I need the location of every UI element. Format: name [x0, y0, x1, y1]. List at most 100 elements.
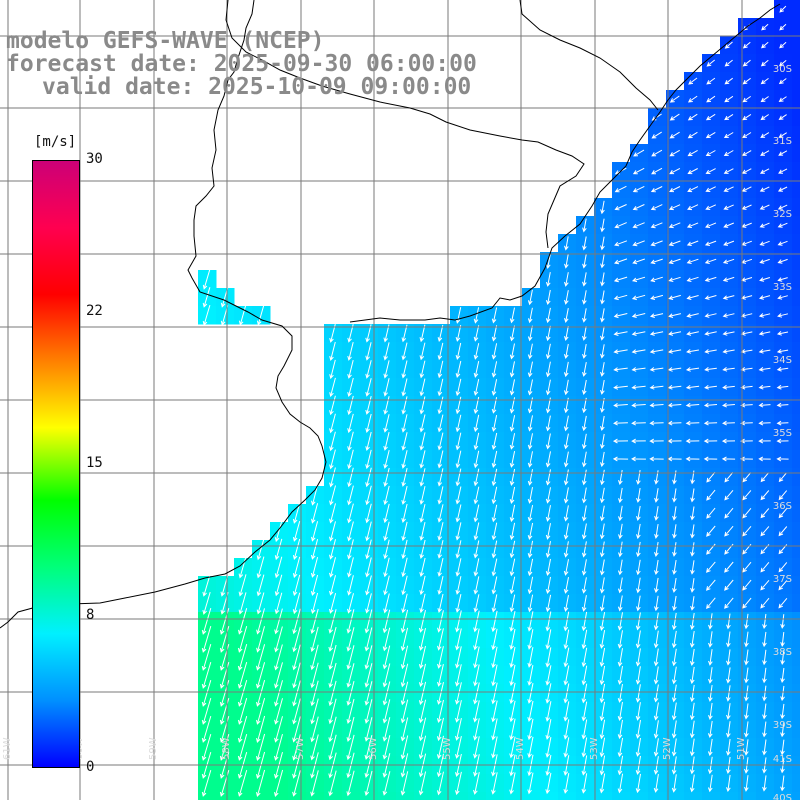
wind-arrow: [581, 523, 587, 540]
wind-arrow: [776, 331, 789, 336]
wind-arrow: [704, 313, 717, 318]
wind-arrow: [672, 578, 677, 593]
wind-arrow: [760, 114, 769, 121]
wind-speed-cell: [792, 288, 800, 307]
wind-speed-cell: [432, 792, 451, 800]
wind-arrow: [687, 149, 698, 157]
wind-arrow: [599, 719, 606, 740]
wind-speed-cell: [522, 792, 541, 800]
wind-arrow: [600, 362, 605, 377]
wind-arrow: [491, 540, 498, 559]
latitude-label: 36S: [773, 501, 792, 512]
wind-arrow: [347, 521, 354, 542]
wind-arrow: [672, 542, 677, 557]
wind-arrow: [686, 222, 699, 228]
wind-arrow: [328, 716, 337, 743]
wind-arrow: [581, 611, 588, 632]
wind-speed-cell: [792, 702, 800, 721]
wind-arrow: [687, 186, 699, 193]
wind-speed-cell: [792, 144, 800, 163]
wind-arrow: [509, 307, 515, 324]
wind-arrow: [545, 772, 552, 795]
wind-arrow: [742, 490, 752, 501]
wind-speed-cell: [720, 792, 739, 800]
wind-speed-cell: [792, 450, 800, 469]
wind-arrow: [762, 721, 767, 738]
wind-arrow: [237, 643, 248, 671]
wind-arrow: [779, 5, 787, 13]
wind-arrow: [473, 682, 480, 705]
wind-arrow: [667, 331, 682, 336]
wind-arrow: [527, 343, 533, 360]
wind-arrow: [563, 541, 569, 558]
wind-arrow: [777, 277, 788, 282]
wind-arrow: [437, 378, 444, 397]
wind-arrow: [401, 575, 408, 596]
wind-arrow: [527, 772, 534, 795]
wind-arrow: [473, 558, 480, 577]
wind-speed-cell: [684, 792, 703, 800]
wind-speed-cell: [792, 324, 800, 343]
wind-speed-cell: [792, 522, 800, 541]
wind-speed-cell: [792, 738, 800, 757]
wind-arrow: [654, 541, 659, 558]
wind-arrow: [599, 612, 606, 631]
wind-arrow: [329, 539, 336, 560]
wind-arrow: [726, 613, 731, 630]
wind-arrow: [762, 649, 767, 666]
wind-arrow: [473, 343, 480, 360]
wind-arrow: [741, 168, 752, 174]
wind-arrow: [455, 576, 462, 595]
wind-arrow: [599, 541, 605, 558]
wind-arrow: [455, 771, 462, 796]
wind-arrow: [546, 254, 551, 269]
wind-arrow: [778, 96, 787, 102]
wind-speed-cell: [792, 648, 800, 667]
wind-arrow: [564, 236, 569, 251]
wind-arrow: [419, 360, 426, 379]
wind-arrow: [582, 236, 587, 251]
wind-arrow: [600, 415, 605, 432]
wind-arrow: [777, 258, 788, 264]
wind-arrow: [689, 738, 695, 757]
latitude-label: 41S: [773, 754, 792, 765]
wind-arrow: [742, 561, 752, 573]
wind-arrow: [563, 665, 570, 686]
wind-arrow: [778, 150, 788, 156]
wind-arrow: [780, 685, 785, 702]
wind-arrow: [744, 739, 749, 756]
wind-arrow: [722, 313, 735, 318]
wind-arrow: [365, 557, 372, 578]
wind-arrow: [653, 612, 659, 631]
wind-arrow: [418, 771, 427, 796]
wind-arrow: [669, 95, 680, 103]
wind-arrow: [527, 289, 533, 306]
wind-arrow: [364, 699, 373, 724]
wind-arrow: [491, 646, 498, 669]
wind-arrow: [436, 771, 444, 796]
wind-arrow: [650, 276, 663, 283]
wind-arrow: [650, 240, 663, 247]
wind-arrow: [418, 699, 427, 724]
wind-arrow: [600, 308, 605, 323]
wind-arrow: [723, 132, 734, 139]
wind-arrow: [581, 665, 588, 686]
wind-arrow: [599, 559, 605, 576]
wind-arrow: [383, 503, 390, 524]
wind-arrow: [651, 149, 663, 157]
wind-arrow: [632, 240, 645, 247]
wind-arrow: [491, 610, 498, 633]
wind-arrow: [256, 697, 266, 725]
wind-arrow: [582, 326, 587, 341]
wind-arrow: [613, 276, 628, 283]
wind-arrow: [582, 344, 587, 359]
wind-arrow: [292, 592, 301, 615]
wind-speed-cell: [792, 198, 800, 217]
wind-arrow: [635, 648, 641, 667]
wind-arrow: [491, 718, 498, 741]
wind-arrow: [400, 771, 409, 796]
wind-arrow: [365, 413, 372, 434]
wind-arrow: [364, 663, 373, 688]
wind-speed-cell: [792, 90, 800, 109]
